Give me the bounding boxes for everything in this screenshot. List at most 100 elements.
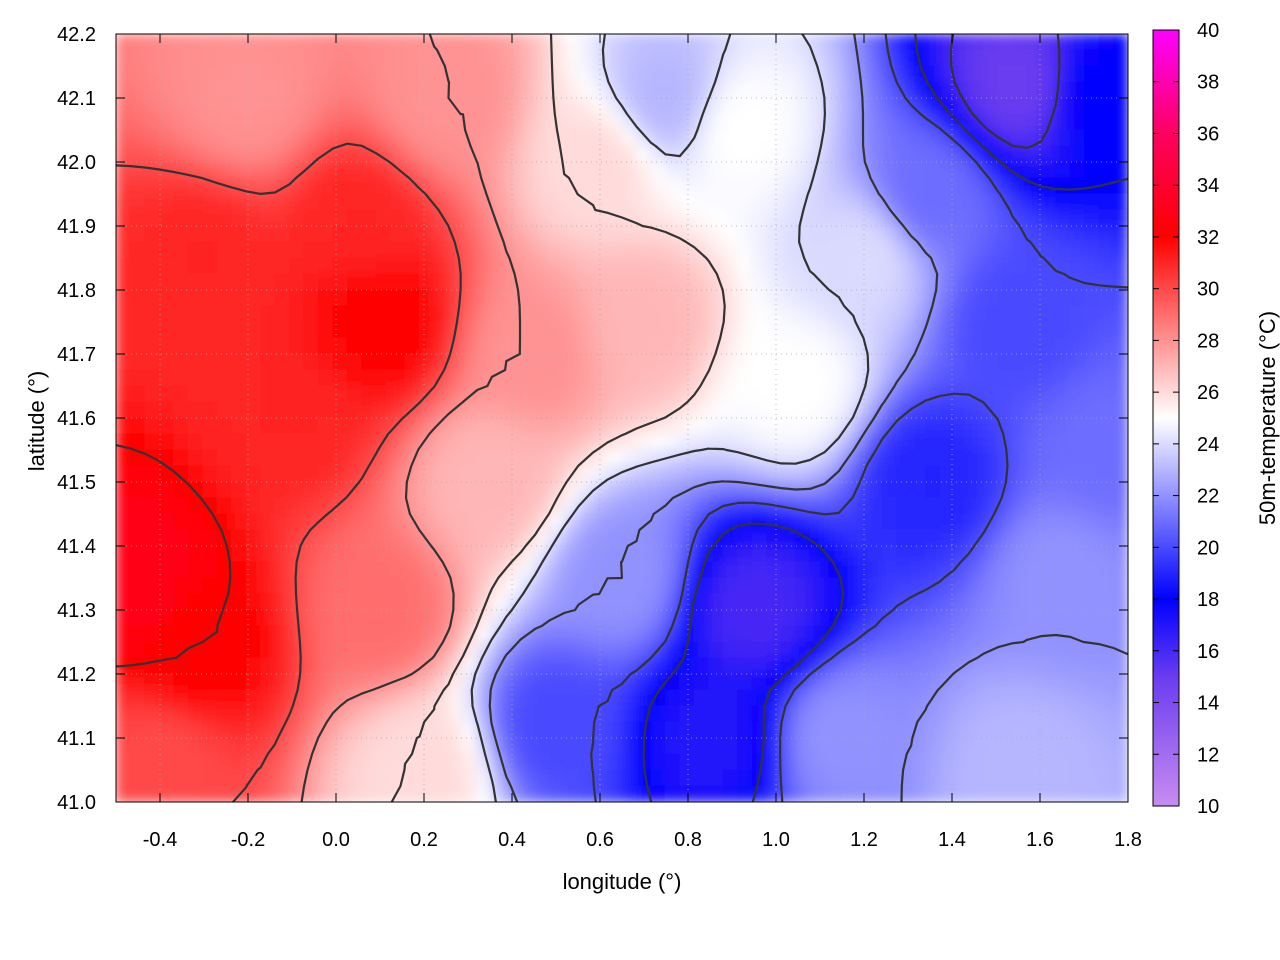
heatmap-cell (433, 577, 450, 595)
heatmap-cell (549, 273, 565, 291)
heatmap-cell (144, 769, 160, 787)
heatmap-cell (838, 257, 854, 275)
heatmap-cell (375, 97, 392, 115)
heatmap-cell (910, 769, 927, 787)
contour-line (390, 34, 726, 802)
heatmap-cell (129, 129, 146, 147)
heatmap-cell (607, 593, 623, 611)
heatmap-cell (317, 449, 334, 467)
heatmap-cell (231, 769, 247, 787)
heatmap-cell (1069, 689, 1086, 707)
heatmap-cell (867, 241, 883, 259)
heatmap-cell (129, 273, 146, 291)
heatmap-cell (317, 385, 334, 403)
heatmap-cell (823, 161, 840, 179)
heatmap-cell (809, 673, 825, 691)
heatmap-cell (852, 561, 869, 579)
heatmap-cell (404, 34, 421, 51)
heatmap-cell (621, 337, 637, 355)
heatmap-cell (288, 65, 305, 83)
heatmap-cell (520, 353, 536, 371)
heatmap-cell (1055, 529, 1071, 547)
heatmap-cell (1011, 353, 1028, 371)
heatmap-cell (433, 433, 450, 451)
heatmap-cell (144, 433, 160, 451)
heatmap-cell (722, 273, 739, 291)
heatmap-cell (563, 529, 580, 547)
heatmap-cell (202, 321, 218, 339)
heatmap-cell (722, 465, 739, 483)
heatmap-cell (129, 193, 146, 211)
heatmap-cell (1069, 721, 1086, 739)
heatmap-cell (751, 753, 768, 771)
heatmap-cell (549, 513, 565, 531)
heatmap-cell (346, 577, 363, 595)
heatmap-cell (1069, 497, 1086, 515)
heatmap-cell (158, 545, 175, 563)
heatmap-cell (173, 433, 189, 451)
heatmap-cell (578, 337, 594, 355)
heatmap-cell (187, 113, 204, 131)
heatmap-cell (809, 433, 825, 451)
heatmap-cell (751, 49, 768, 67)
heatmap-cell (592, 433, 609, 451)
heatmap-cell (1040, 785, 1057, 802)
heatmap-cell (722, 289, 739, 307)
heatmap-cell (867, 753, 883, 771)
heatmap-cell (794, 657, 811, 675)
contour-line (470, 34, 870, 802)
heatmap-cell (578, 305, 594, 323)
heatmap-cell (1026, 161, 1042, 179)
heatmap-cell (809, 321, 825, 339)
heatmap-cell (650, 737, 666, 755)
heatmap-cell (549, 785, 565, 802)
heatmap-cell (578, 401, 594, 419)
heatmap-cell (274, 625, 290, 643)
heatmap-cell (1055, 785, 1071, 802)
heatmap-cell (534, 705, 551, 723)
heatmap-cell (534, 113, 551, 131)
heatmap-cell (274, 785, 290, 802)
heatmap-cell (939, 737, 956, 755)
heatmap-cell (491, 34, 507, 51)
heatmap-cell (158, 81, 175, 99)
heatmap-cell (288, 737, 305, 755)
heatmap-cell (288, 113, 305, 131)
heatmap-cell (1055, 65, 1071, 83)
heatmap-cell (722, 657, 739, 675)
heatmap-cell (592, 529, 609, 547)
heatmap-cell (1084, 417, 1100, 435)
heatmap-cell (925, 769, 941, 787)
heatmap-cell (708, 433, 724, 451)
heatmap-cell (288, 289, 305, 307)
heatmap-cell (202, 305, 218, 323)
heatmap-cell (361, 161, 377, 179)
heatmap-cell (679, 753, 695, 771)
heatmap-cell (722, 401, 739, 419)
heatmap-cell (650, 657, 666, 675)
heatmap-cell (274, 65, 290, 83)
heatmap-cell (448, 417, 464, 435)
heatmap-cell (448, 737, 464, 755)
heatmap-cell (419, 81, 435, 99)
heatmap-cell (448, 177, 464, 195)
heatmap-cell (491, 177, 507, 195)
heatmap-cell (1098, 769, 1115, 787)
heatmap-cell (173, 321, 189, 339)
heatmap-cell (404, 241, 421, 259)
heatmap-cell (245, 65, 262, 83)
heatmap-cell (1098, 129, 1115, 147)
heatmap-cell (751, 673, 768, 691)
heatmap-cell (578, 705, 594, 723)
heatmap-cell (954, 273, 970, 291)
heatmap-cell (867, 401, 883, 419)
heatmap-cell (1098, 321, 1115, 339)
heatmap-cell (505, 529, 522, 547)
heatmap-cell (231, 561, 247, 579)
heatmap-cell (288, 769, 305, 787)
heatmap-cell (1011, 337, 1028, 355)
heatmap-cell (722, 225, 739, 243)
heatmap-cell (968, 497, 984, 515)
heatmap-cell (780, 369, 796, 387)
heatmap-cell (1026, 289, 1042, 307)
